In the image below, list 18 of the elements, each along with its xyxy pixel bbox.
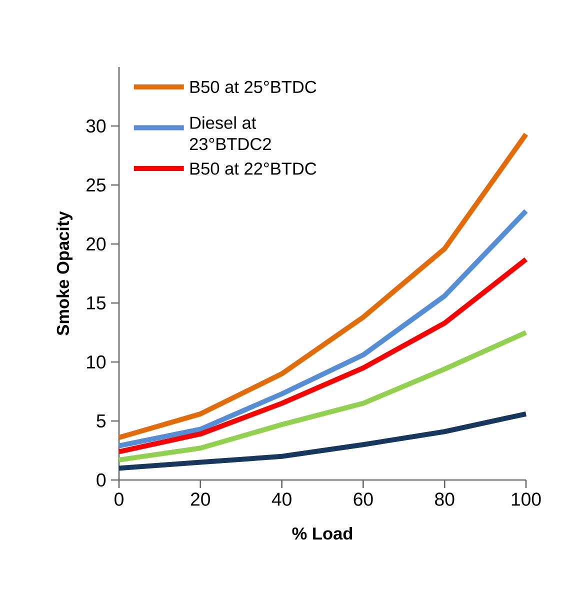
x-tick-label: 60: [354, 492, 373, 506]
x-tick-label: 20: [190, 492, 210, 506]
legend-label: B50 at 25°BTDC: [190, 80, 316, 94]
x-tick-label: 100: [512, 492, 541, 506]
y-axis-title: Smoke Opacity: [56, 211, 72, 336]
y-tick-label: 30: [86, 119, 106, 133]
x-tick-label: 80: [435, 492, 454, 506]
x-tick-label: 40: [272, 492, 292, 506]
x-axis-title: % Load: [292, 526, 352, 540]
y-tick-label: 20: [86, 237, 106, 251]
x-tick-label: 0: [114, 492, 124, 506]
y-tick-label: 25: [86, 178, 106, 192]
y-tick-label: 5: [96, 414, 106, 428]
y-tick-label: 10: [87, 355, 106, 369]
y-tick-label: 15: [87, 296, 106, 310]
legend-label: B50 at 22°BTDC: [190, 162, 316, 175]
legend-label: Diesel at 23°BTDC2: [190, 116, 271, 150]
y-tick-label: 0: [96, 473, 106, 487]
